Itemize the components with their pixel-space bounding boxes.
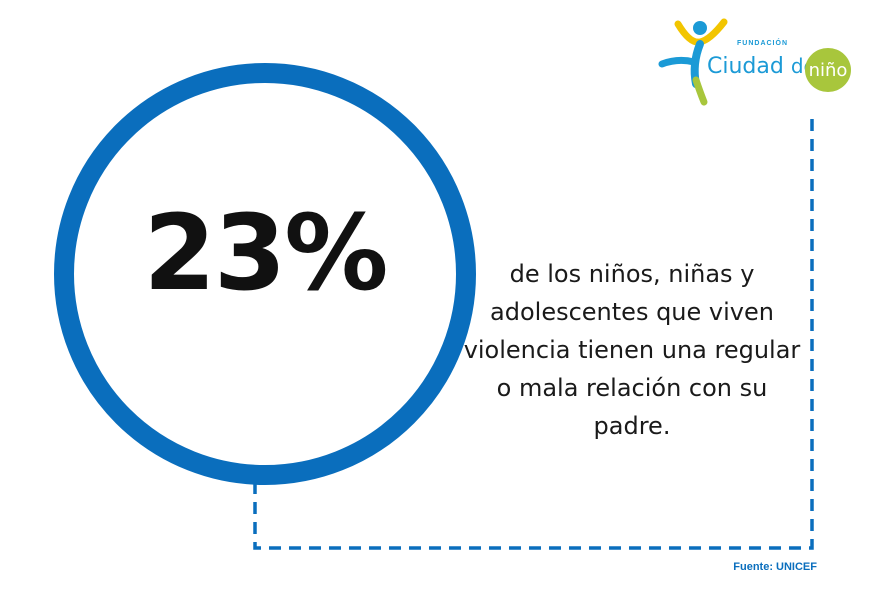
stat-description: de los niños, niñas y adolescentes que v… [463,260,801,440]
child-figure-icon [658,18,728,106]
stat-value: 23% [143,192,389,314]
logo-caption: FUNDACIÓN [737,40,788,47]
source-note: Fuente: UNICEF [733,561,817,573]
logo-badge: niño [805,48,851,92]
logo-name-ciudad: Ciudad [707,54,784,79]
